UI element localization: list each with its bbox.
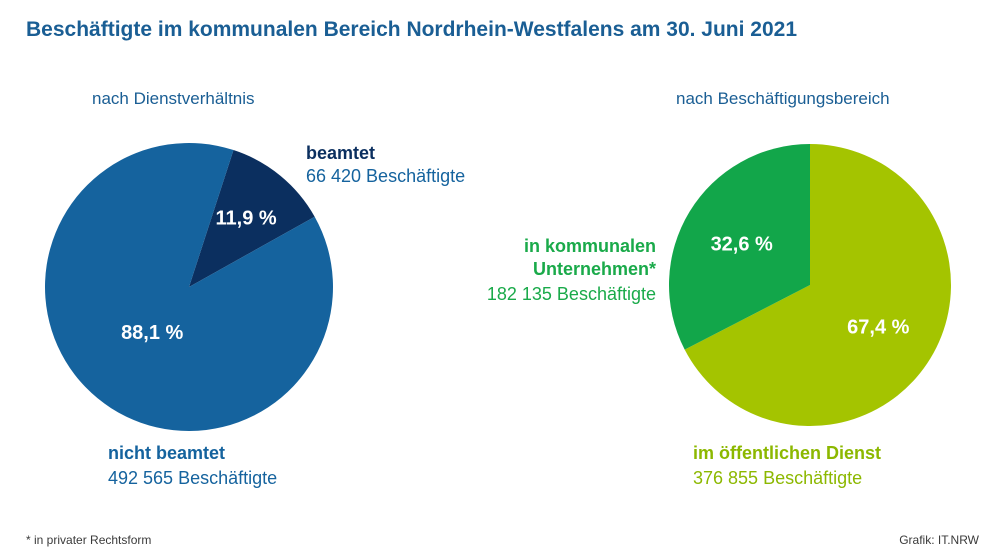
left-pie-chart: 11,9 % 88,1 % (44, 143, 333, 432)
nicht-beamtet-slice (44, 143, 333, 432)
label-beamtet: beamtet (306, 143, 376, 163)
source-credit: Grafik: IT.NRW (899, 533, 979, 547)
left-pie-subtitle: nach Dienstverhältnis (92, 89, 255, 108)
value-beamtet: 66 420 Beschäftigte (306, 166, 466, 186)
footnote: * in privater Rechtsform (26, 533, 152, 547)
value-nicht-beamtet: 492 565 Beschäftigte (108, 468, 278, 488)
right-pie-chart: 67,4 % 32,6 % (668, 144, 951, 426)
right-pie-subtitle: nach Beschäftigungsbereich (676, 89, 890, 108)
kommunale-unternehmen-slice (668, 144, 810, 350)
label-kommunale-unternehmen-line1: in kommunalen (523, 236, 656, 256)
label-oeffentlicher-dienst: im öffentlichen Dienst (693, 443, 882, 463)
value-kommunale-unternehmen: 182 135 Beschäftigte (486, 284, 656, 304)
oeffentlicher-dienst-slice (684, 144, 951, 426)
value-oeffentlicher-dienst: 376 855 Beschäftigte (693, 468, 863, 488)
label-nicht-beamtet: nicht beamtet (108, 443, 226, 463)
oeffentlicher-dienst-percent-label: 67,4 % (847, 317, 909, 339)
label-kommunale-unternehmen-line2: Unternehmen* (532, 259, 656, 279)
kommunale-unternehmen-percent-label: 32,6 % (711, 233, 773, 255)
beamtet-percent-label: 11,9 % (216, 207, 277, 229)
nicht-beamtet-percent-label: 88,1 % (121, 322, 183, 344)
beamtet-slice (189, 150, 315, 287)
chart-title: Beschäftigte im kommunalen Bereich Nordr… (26, 18, 798, 41)
